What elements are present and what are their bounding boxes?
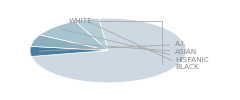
Text: BLACK: BLACK [91,23,199,70]
Wedge shape [40,21,108,50]
Text: ASIAN: ASIAN [43,41,197,55]
Wedge shape [30,46,108,56]
Wedge shape [75,18,108,50]
Text: HISPANIC: HISPANIC [62,29,209,63]
Wedge shape [31,18,186,83]
Text: WHITE: WHITE [69,18,162,64]
Wedge shape [31,35,108,50]
Text: A.I.: A.I. [39,41,186,51]
